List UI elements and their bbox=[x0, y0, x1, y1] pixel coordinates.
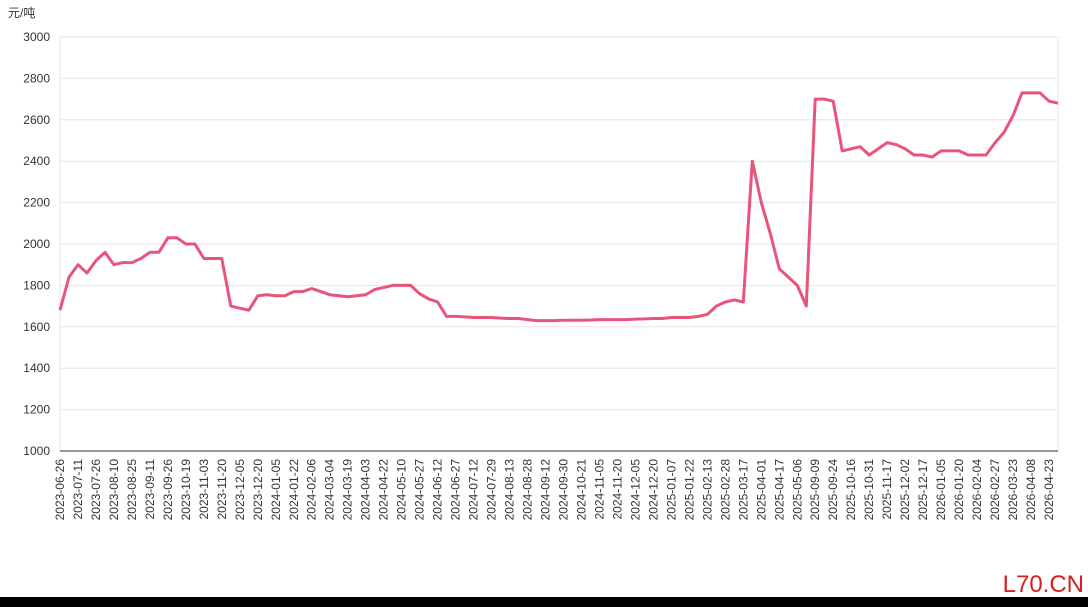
x-tick-label: 2024-06-27 bbox=[449, 459, 463, 521]
y-tick-label: 2800 bbox=[23, 71, 50, 85]
x-tick-label: 2023-07-11 bbox=[71, 459, 85, 520]
x-tick-label: 2025-02-13 bbox=[700, 459, 714, 521]
x-tick-label: 2024-08-28 bbox=[521, 459, 535, 521]
x-tick-label: 2024-09-12 bbox=[539, 459, 553, 521]
x-tick-label: 2026-04-08 bbox=[1024, 459, 1038, 521]
watermark: L70.CN bbox=[1003, 571, 1084, 598]
x-tick-label: 2023-07-26 bbox=[89, 459, 103, 521]
x-tick-label: 2024-10-21 bbox=[574, 459, 588, 521]
x-tick-label: 2024-11-05 bbox=[592, 459, 606, 520]
x-tick-label: 2024-11-20 bbox=[610, 459, 624, 520]
x-tick-label: 2025-03-17 bbox=[736, 459, 750, 521]
y-tick-label: 1600 bbox=[23, 320, 50, 334]
y-tick-label: 2000 bbox=[23, 237, 50, 251]
y-tick-label: 2200 bbox=[23, 196, 50, 210]
x-tick-label: 2026-01-20 bbox=[952, 459, 966, 521]
x-tick-label: 2023-11-03 bbox=[197, 459, 211, 520]
x-tick-label: 2024-01-22 bbox=[287, 459, 301, 521]
x-tick-label: 2024-07-12 bbox=[467, 459, 481, 521]
x-tick-label: 2023-09-26 bbox=[161, 459, 175, 521]
x-tick-label: 2023-12-20 bbox=[251, 459, 265, 521]
x-tick-label: 2023-06-26 bbox=[53, 459, 67, 521]
x-tick-label: 2025-12-17 bbox=[916, 459, 930, 521]
line-series bbox=[58, 91, 1059, 323]
x-tick-label: 2024-06-12 bbox=[431, 459, 445, 521]
x-tick-label: 2023-08-10 bbox=[107, 459, 121, 521]
x-tick-label: 2025-05-06 bbox=[790, 459, 804, 521]
x-tick-label: 2024-04-22 bbox=[377, 459, 391, 521]
x-tick-label: 2025-01-07 bbox=[664, 459, 678, 521]
x-tick-label: 2024-05-27 bbox=[413, 459, 427, 521]
x-tick-label: 2023-09-11 bbox=[143, 459, 157, 520]
x-tick-label: 2025-01-22 bbox=[682, 459, 696, 521]
x-tick-label: 2025-12-02 bbox=[898, 459, 912, 521]
x-tick-label: 2026-03-23 bbox=[1006, 459, 1020, 521]
x-tick-label: 2024-03-04 bbox=[323, 459, 337, 521]
x-tick-label: 2024-03-19 bbox=[341, 459, 355, 521]
x-tick-label: 2024-01-05 bbox=[269, 459, 283, 521]
x-tick-label: 2025-09-09 bbox=[808, 459, 822, 521]
y-axis-label: 元/吨 bbox=[8, 6, 35, 20]
y-tick-label: 1200 bbox=[23, 403, 50, 417]
x-tick-label: 2025-02-28 bbox=[718, 459, 732, 521]
bottom-bar bbox=[0, 597, 1088, 607]
y-tick-label: 1400 bbox=[23, 361, 50, 375]
x-tick-label: 2023-12-05 bbox=[233, 459, 247, 521]
x-tick-label: 2025-10-31 bbox=[862, 459, 876, 521]
x-tick-label: 2025-09-24 bbox=[826, 459, 840, 521]
y-tick-label: 2400 bbox=[23, 154, 50, 168]
x-tick-label: 2023-08-25 bbox=[125, 459, 139, 521]
y-tick-label: 1000 bbox=[23, 444, 50, 458]
y-tick-label: 2600 bbox=[23, 113, 50, 127]
x-tick-label: 2025-04-01 bbox=[754, 459, 768, 521]
x-tick-label: 2026-04-23 bbox=[1042, 459, 1056, 521]
x-tick-label: 2023-11-20 bbox=[215, 459, 229, 520]
x-tick-label: 2025-11-17 bbox=[880, 459, 894, 520]
x-tick-label: 2026-02-04 bbox=[970, 459, 984, 521]
y-tick-label: 1800 bbox=[23, 278, 50, 292]
y-tick-label: 3000 bbox=[23, 30, 50, 44]
x-tick-label: 2025-10-16 bbox=[844, 459, 858, 521]
x-tick-label: 2024-12-20 bbox=[646, 459, 660, 521]
x-tick-label: 2024-12-05 bbox=[628, 459, 642, 521]
x-tick-label: 2024-08-13 bbox=[503, 459, 517, 521]
x-tick-label: 2025-04-17 bbox=[772, 459, 786, 521]
x-tick-label: 2024-05-10 bbox=[395, 459, 409, 521]
x-tick-label: 2024-07-29 bbox=[485, 459, 499, 521]
x-tick-label: 2023-10-19 bbox=[179, 459, 193, 521]
x-tick-label: 2026-01-05 bbox=[934, 459, 948, 521]
x-tick-label: 2024-09-30 bbox=[556, 459, 570, 521]
x-tick-label: 2024-02-06 bbox=[305, 459, 319, 521]
x-tick-label: 2024-04-03 bbox=[359, 459, 373, 521]
x-tick-label: 2026-02-27 bbox=[988, 459, 1002, 521]
